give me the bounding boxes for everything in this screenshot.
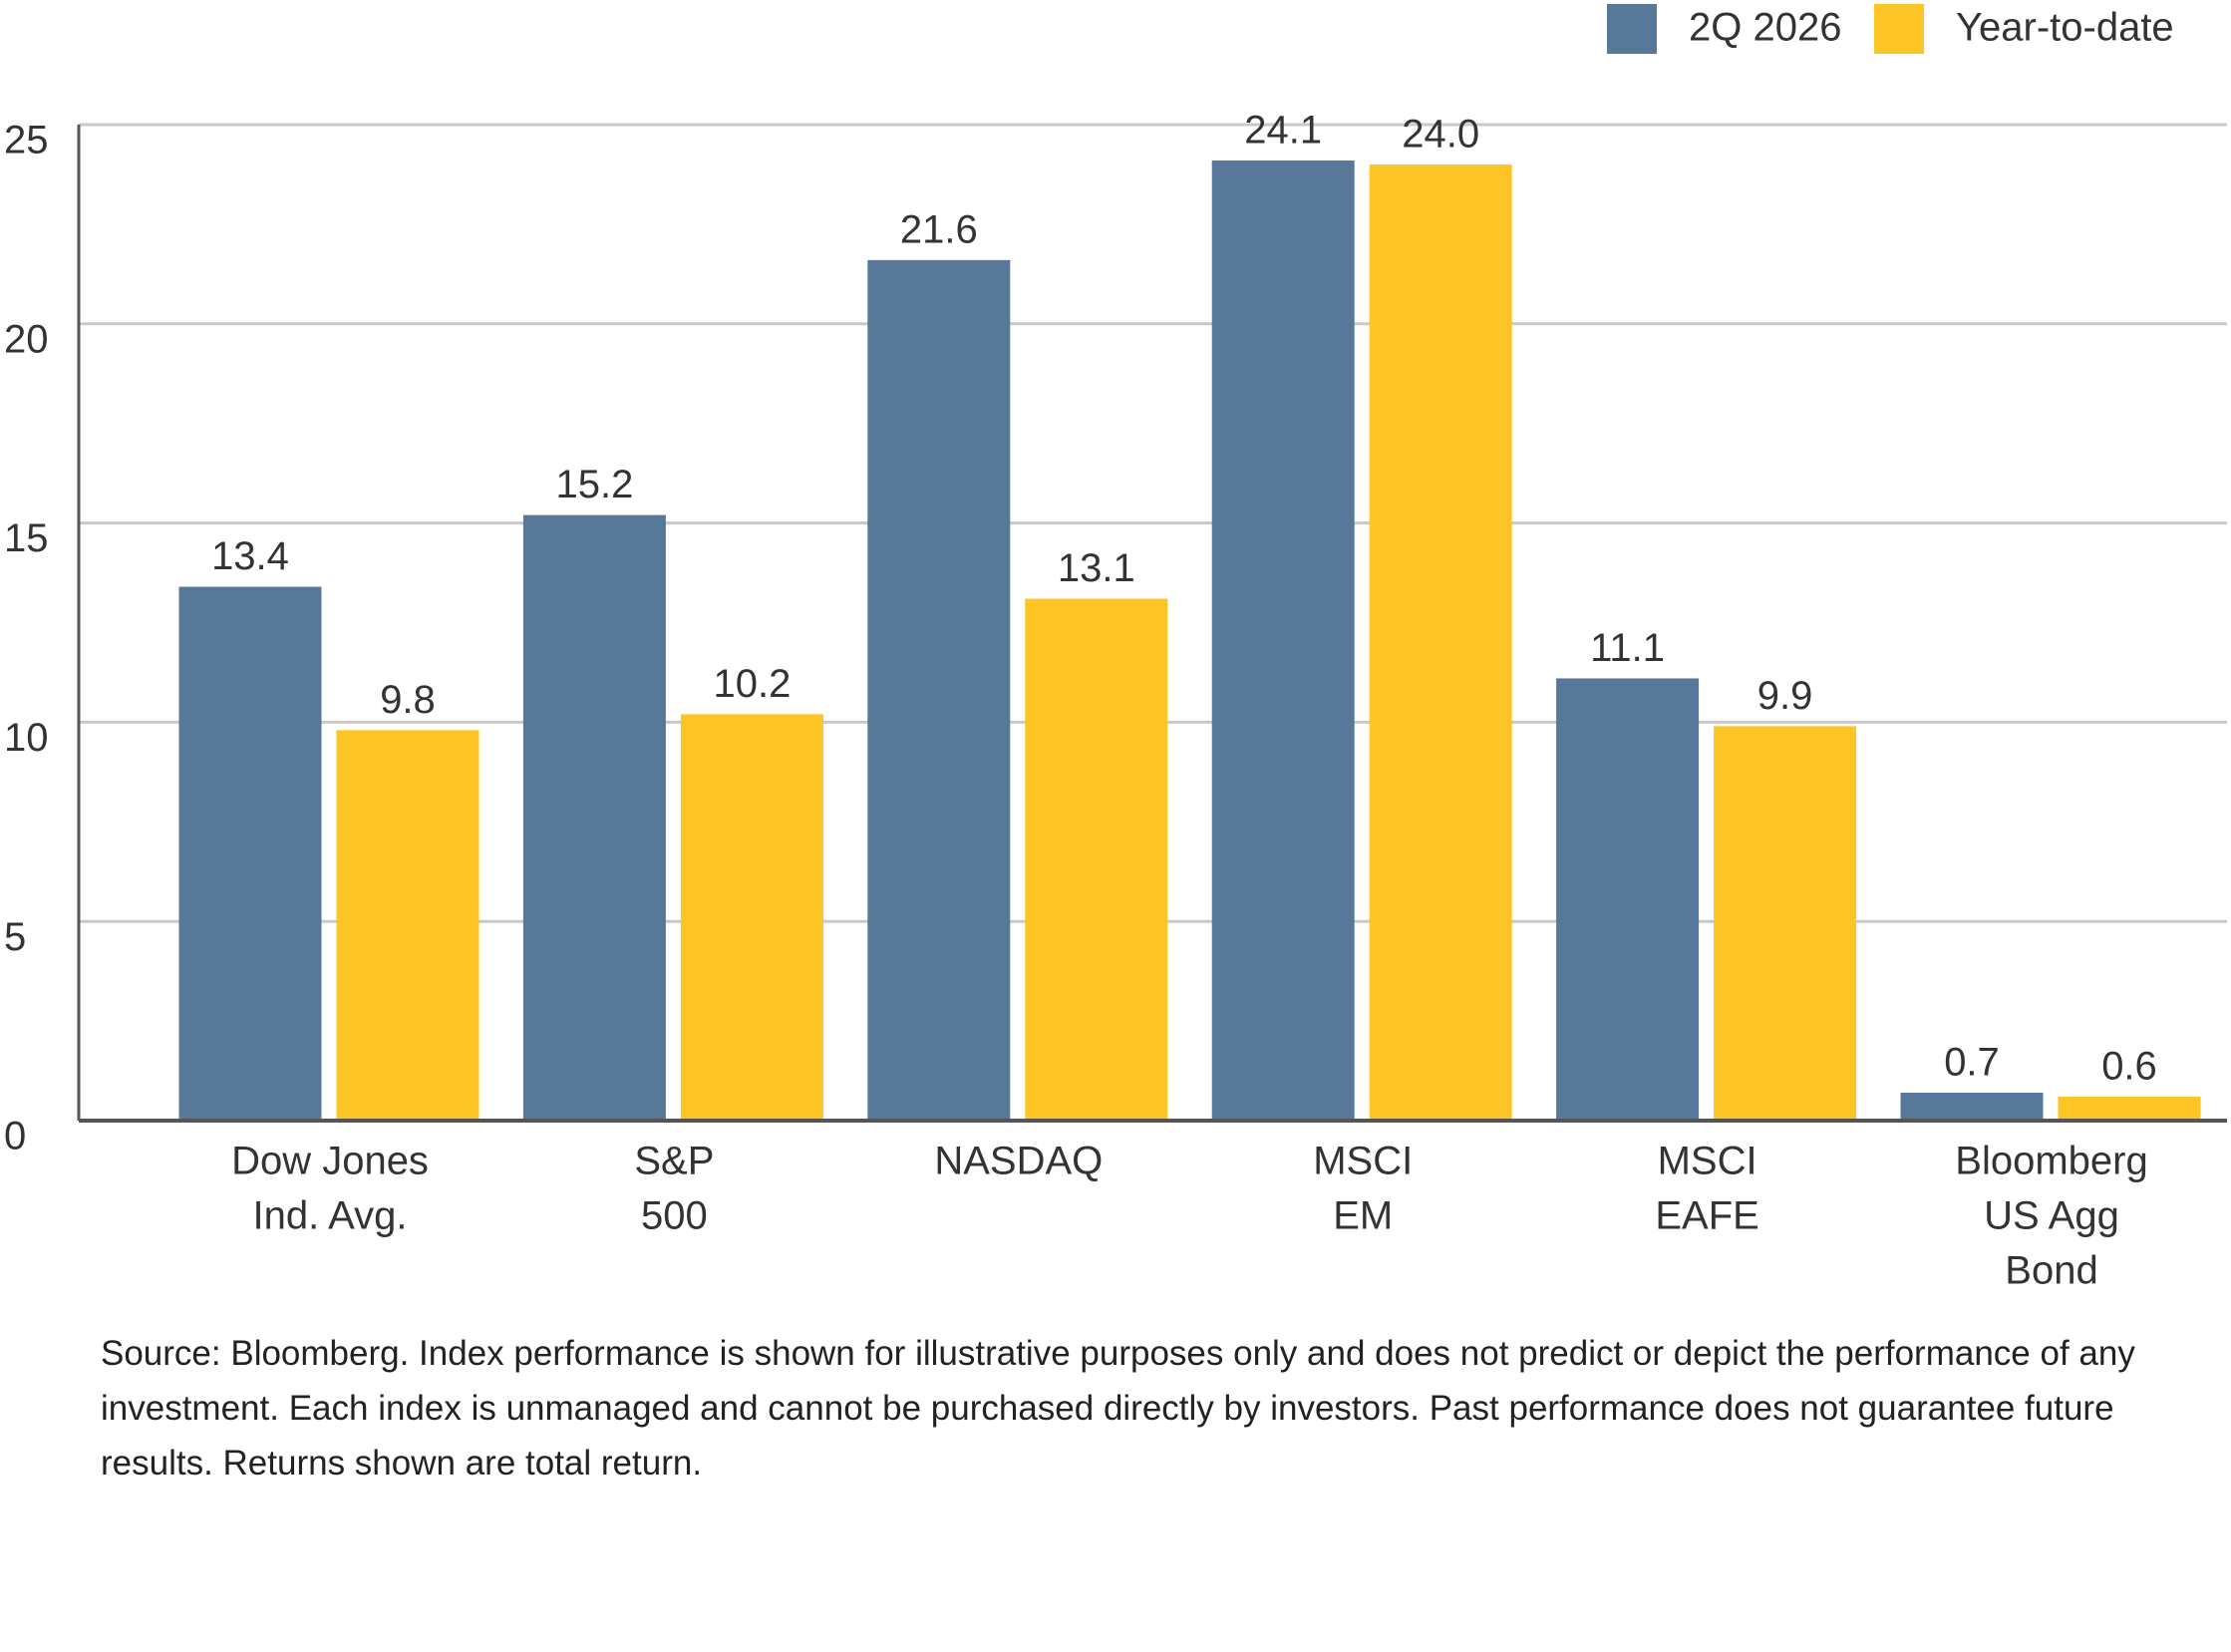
value-label: 0.6 [2101, 1045, 2157, 1089]
y-tick-label: 10 [4, 716, 49, 760]
x-tick-label: Bond [2005, 1249, 2097, 1293]
footnote: Source: Bloomberg. Index performance is … [101, 1334, 2135, 1483]
bar [867, 259, 1011, 1121]
x-tick-label: NASDAQ [934, 1140, 1103, 1183]
value-label: 13.4 [211, 534, 289, 578]
value-label: 13.1 [1058, 546, 1135, 590]
chart: 0 5 10 15 20 25 Dow Jones Ind. Avg. 13.4 9.8 S&P 50… [4, 4, 2227, 1293]
value-label: 24.0 [1402, 113, 1479, 157]
bar [1369, 164, 1512, 1121]
x-tick-label: MSCI [1313, 1140, 1413, 1183]
value-label: 9.8 [380, 678, 436, 722]
legend-swatch [1874, 4, 1924, 54]
value-label: 11.1 [1590, 626, 1665, 670]
y-tick-label: 0 [4, 1115, 26, 1158]
value-label: 9.9 [1757, 674, 1813, 718]
x-tick-label: MSCI [1658, 1140, 1757, 1183]
x-tick-label: EM [1333, 1194, 1393, 1238]
x-tick-label: EAFE [1655, 1194, 1758, 1238]
y-tick-label: 15 [4, 516, 49, 560]
y-tick-label: 20 [4, 317, 49, 361]
bar [1211, 160, 1355, 1122]
x-tick-label: Dow Jones [231, 1140, 429, 1183]
y-tick-label: 25 [4, 119, 49, 163]
value-label: 21.6 [900, 207, 978, 251]
legend-label: 2Q 2026 [1689, 6, 1841, 50]
value-label: 10.2 [713, 662, 791, 706]
legend-swatch [1607, 4, 1657, 54]
x-tick-label: 500 [641, 1194, 708, 1238]
bar [680, 714, 823, 1121]
bar [178, 586, 322, 1121]
x-tick-label: Bloomberg [1955, 1140, 2147, 1183]
x-tick-label: S&P [634, 1140, 714, 1183]
y-tick-label: 5 [4, 915, 26, 959]
bar [1556, 678, 1700, 1121]
bar [336, 730, 479, 1121]
value-label: 0.7 [1944, 1041, 2000, 1085]
bar [1025, 598, 1168, 1121]
legend-label: Year-to-date [1956, 6, 2174, 50]
bar [1714, 726, 1857, 1121]
value-label: 24.1 [1244, 109, 1322, 153]
bar [2058, 1097, 2201, 1121]
x-tick-label: Ind. Avg. [253, 1194, 408, 1238]
value-label: 15.2 [555, 463, 633, 506]
bar [1900, 1093, 2044, 1121]
x-tick-label: US Agg [1984, 1194, 2119, 1238]
bar [522, 514, 666, 1121]
